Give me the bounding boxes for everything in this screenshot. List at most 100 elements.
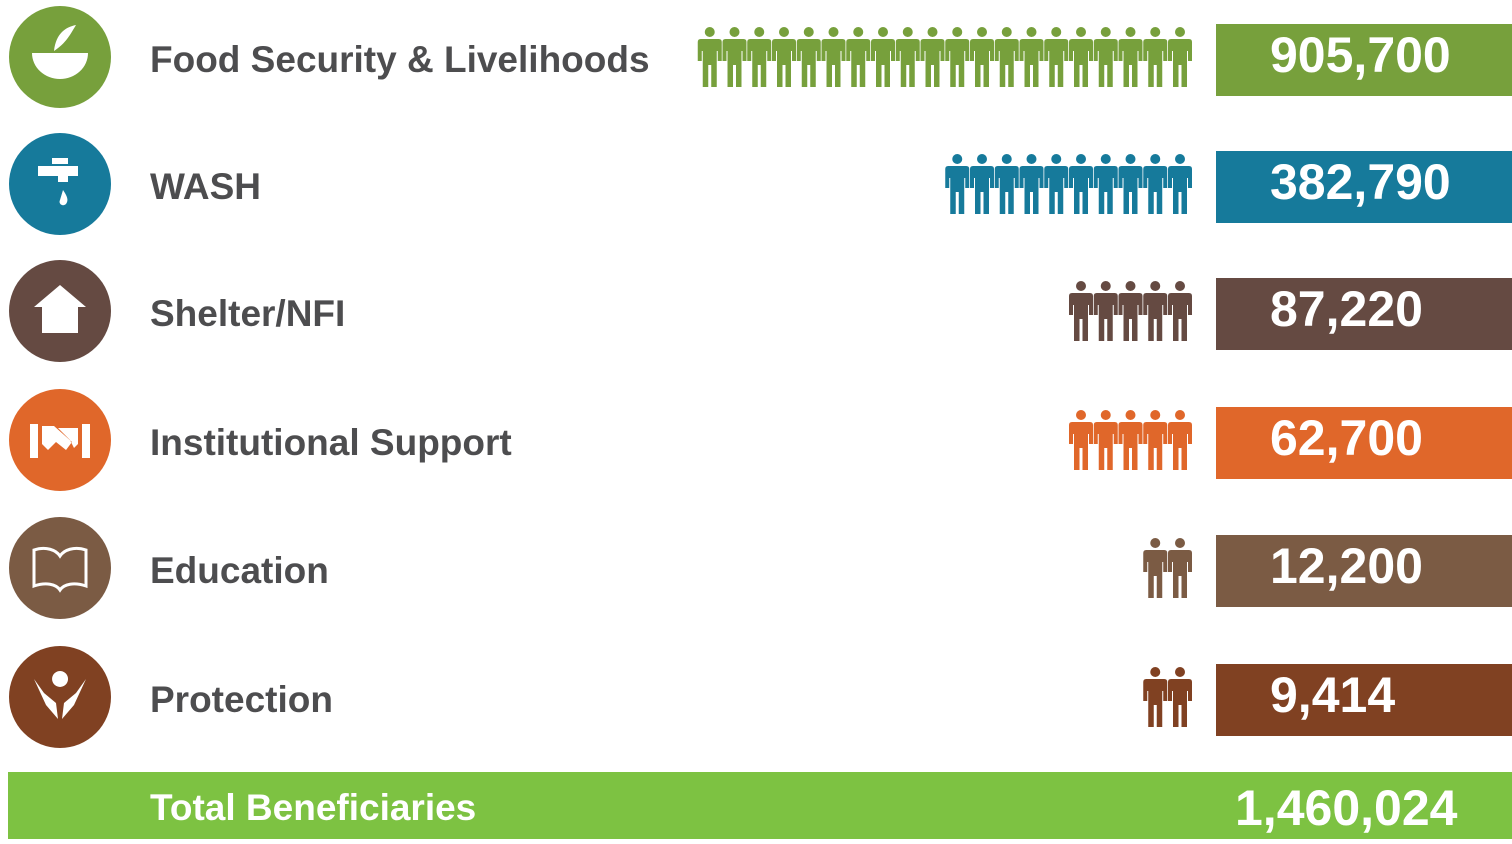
person-icon [1044,154,1069,214]
pictogram [1069,281,1192,341]
person-head [902,27,913,37]
person-body [1069,293,1093,341]
person-body [1168,679,1192,727]
category-label: Institutional Support [150,422,512,463]
person-icon [1118,410,1143,470]
person-body [1168,293,1192,341]
total-label: Total Beneficiaries [150,787,476,828]
person-body [1143,422,1168,470]
person-body [1044,39,1069,87]
person-body [1069,39,1093,87]
person-body [1019,39,1044,87]
person-head [1150,538,1161,548]
person-head [803,27,814,37]
category-circle [9,133,111,235]
person-icon [697,27,722,87]
person-body [1044,166,1069,214]
person-icon [970,27,994,87]
person-head [1051,27,1062,37]
person-body [920,39,945,87]
value-text: 12,200 [1270,538,1423,594]
category-circle [9,646,111,748]
person-body [945,166,970,214]
person-body [1168,422,1192,470]
person-body [821,39,846,87]
category-label: Food Security & Livelihoods [150,39,650,80]
person-icon [1044,27,1069,87]
person-head [779,27,789,37]
person-head [952,154,963,164]
person-head [1150,667,1161,677]
value-box [1216,278,1512,350]
value-box [1216,151,1512,223]
person-icon [1093,27,1118,87]
person-icon [1168,410,1192,470]
person-icon [1019,154,1044,214]
person-icon [821,27,846,87]
person-head [1175,27,1185,37]
person-icon [1143,538,1168,598]
person-body [1093,293,1118,341]
person-icon [1093,410,1118,470]
person-icon [1143,667,1168,727]
category-circle [9,517,111,619]
category-glyph [32,546,88,593]
person-head [1100,154,1111,164]
person-icon [1069,410,1093,470]
person-body [1118,166,1143,214]
value-box [1216,664,1512,736]
total-value: 1,460,024 [1235,780,1458,836]
person-body [722,39,747,87]
person-body [970,39,994,87]
person-head [1150,27,1161,37]
person-icon [1069,281,1093,341]
person-icon [994,154,1019,214]
person-icon [1143,410,1168,470]
person-body [1168,39,1192,87]
value-text: 62,700 [1270,410,1423,466]
person-body [772,39,796,87]
person-head [927,27,938,37]
person-body [994,166,1019,214]
person-head [977,154,987,164]
person-head [1175,410,1185,420]
total-bar [8,772,1512,839]
person-body [796,39,821,87]
person-head [1125,27,1136,37]
person-body [970,166,994,214]
pictogram [1143,538,1192,598]
person-head [1076,27,1086,37]
value-text: 9,414 [1270,667,1395,723]
person-icon [1168,538,1192,598]
person-body [1069,422,1093,470]
person-body [871,39,895,87]
person-head [952,27,963,37]
person-icon [895,27,920,87]
person-head [1051,154,1062,164]
person-body [1143,679,1168,727]
person-head [853,27,864,37]
category-glyph [38,158,78,206]
pictogram [1143,667,1192,727]
person-head [729,27,740,37]
value-box [1216,24,1512,96]
pictogram [945,154,1192,214]
person-body [1143,550,1168,598]
person-icon [970,154,994,214]
category-glyph [34,671,86,719]
person-body [945,39,970,87]
value-text: 382,790 [1270,154,1451,210]
person-icon [1168,154,1192,214]
person-head [1150,410,1161,420]
person-head [1175,667,1185,677]
person-icon [1118,154,1143,214]
person-body [1093,422,1118,470]
value-text: 905,700 [1270,27,1451,83]
value-box [1216,535,1512,607]
person-icon [920,27,945,87]
person-icon [1019,27,1044,87]
person-icon [1168,27,1192,87]
person-icon [1143,281,1168,341]
person-icon [772,27,796,87]
